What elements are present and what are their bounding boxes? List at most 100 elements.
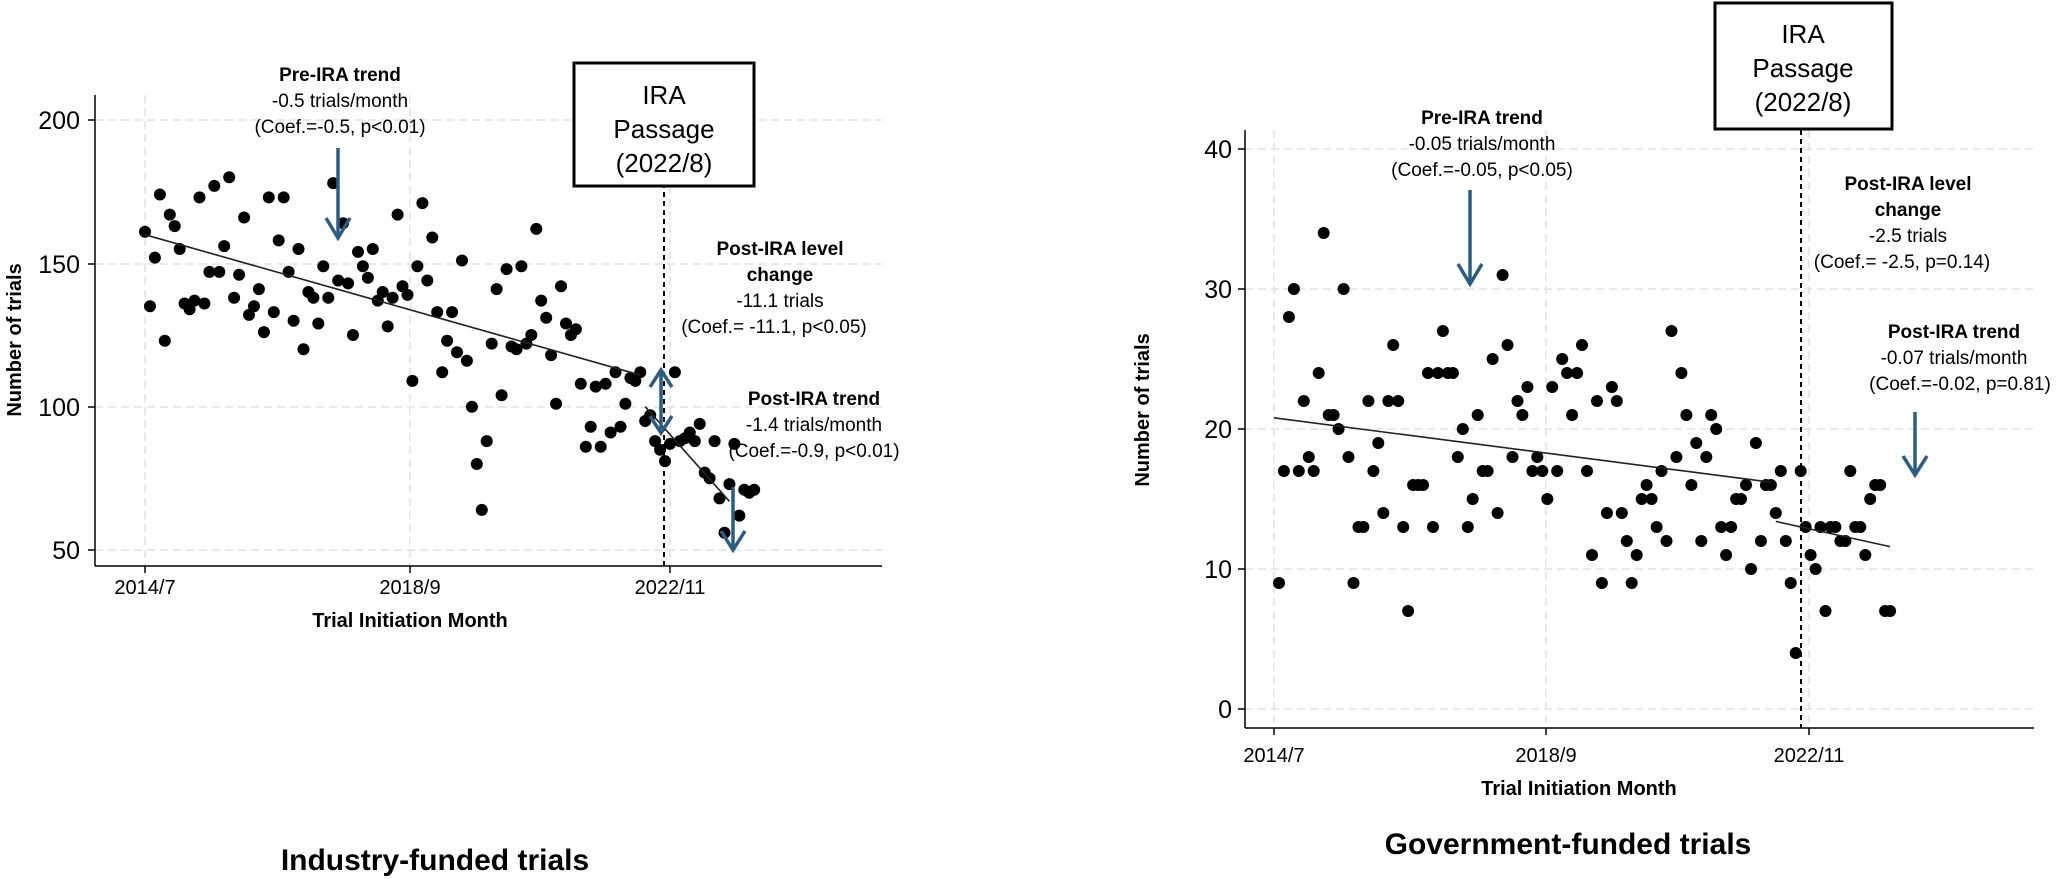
government-data-point — [1297, 395, 1310, 407]
industry-data-point — [545, 349, 558, 362]
government-data-point — [1774, 465, 1787, 477]
industry-data-point — [297, 343, 310, 356]
government-data-point — [1282, 311, 1295, 323]
government-data-point — [1695, 535, 1708, 547]
government-data-point — [1635, 493, 1648, 505]
industry-data-point — [287, 314, 300, 327]
industry-x-ticks: 2014/7 2018/9 2022/11 — [114, 566, 705, 599]
industry-ytick-label: 200 — [38, 107, 80, 135]
government-data-point — [1749, 437, 1762, 449]
government-chart: 40 30 20 10 0 2014/7 2018/9 2022/11 Tria… — [1132, 1, 2051, 861]
industry-data-point — [272, 234, 285, 247]
government-chart-caption: Government-funded trials — [1385, 828, 1752, 861]
government-pre-trend-rate: -0.05 trials/month — [1409, 134, 1556, 155]
industry-data-point — [451, 346, 463, 359]
industry-data-point — [292, 243, 305, 255]
industry-post-trend-line — [644, 406, 730, 502]
industry-data-point — [748, 483, 761, 496]
industry-data-point — [257, 326, 270, 339]
government-data-point — [1705, 409, 1718, 421]
government-data-point — [1670, 451, 1683, 463]
government-data-point — [1720, 549, 1733, 561]
industry-data-point — [470, 458, 483, 470]
industry-level-change-title: Post-IRA level — [716, 239, 843, 260]
industry-data-point — [560, 317, 572, 330]
industry-data-point — [262, 191, 275, 204]
industry-data-point — [228, 291, 241, 304]
government-level-change-amount: -2.5 trials — [1869, 226, 1947, 247]
government-xtick-label: 2018/9 — [1515, 745, 1576, 767]
government-data-point — [1700, 451, 1713, 463]
industry-data-point — [317, 260, 330, 273]
government-data-point — [1506, 451, 1519, 463]
industry-data-point — [406, 374, 419, 387]
government-data-point — [1546, 381, 1559, 393]
industry-pre-trend-title: Pre-IRA trend — [279, 65, 401, 86]
industry-data-point — [480, 435, 493, 448]
government-xtick-label: 2022/11 — [1774, 745, 1845, 767]
government-data-point — [1302, 451, 1315, 463]
government-x-ticks: 2014/7 2018/9 2022/11 — [1243, 728, 1844, 767]
government-data-point — [1342, 451, 1355, 463]
industry-pre-trend-line — [144, 233, 641, 376]
industry-data-point — [604, 426, 617, 439]
industry-data-point — [188, 294, 201, 307]
industry-data-point — [218, 240, 231, 253]
government-data-point — [1605, 381, 1618, 393]
industry-xtick-label: 2014/7 — [114, 577, 175, 599]
industry-post-trend-coef: (Coef.=-0.9, p<0.01) — [728, 441, 899, 462]
government-data-point — [1382, 395, 1395, 407]
government-data-point — [1854, 521, 1867, 533]
industry-x-axis-title: Trial Initiation Month — [312, 610, 508, 632]
industry-y-axis-title: Number of trials — [4, 263, 26, 416]
industry-data-point — [728, 437, 741, 450]
government-data-point — [1486, 353, 1499, 365]
industry-xtick-label: 2018/9 — [379, 577, 440, 599]
industry-data-point — [416, 197, 429, 210]
government-data-point — [1277, 465, 1290, 477]
government-data-point — [1819, 605, 1832, 617]
industry-data-point — [634, 366, 647, 379]
industry-data-point — [366, 243, 379, 255]
government-data-point — [1859, 549, 1872, 561]
government-data-point — [1501, 339, 1514, 351]
industry-pre-trend-coef: (Coef.=-0.5, p<0.01) — [254, 117, 425, 138]
government-data-point — [1844, 465, 1857, 477]
government-data-point — [1397, 521, 1410, 533]
government-ytick-label: 30 — [1204, 276, 1232, 304]
industry-ira-box-line2: Passage — [613, 114, 714, 144]
government-pre-trend-coef: (Coef.=-0.05, p<0.05) — [1391, 160, 1573, 181]
government-data-point — [1645, 493, 1658, 505]
government-data-point — [1864, 493, 1877, 505]
government-data-point — [1357, 521, 1370, 533]
industry-level-change-amount: -11.1 trials — [736, 291, 823, 312]
industry-data-point — [277, 191, 290, 204]
industry-data-point — [668, 366, 681, 379]
government-data-point — [1725, 521, 1738, 533]
government-data-point — [1715, 521, 1728, 533]
government-data-point — [1446, 367, 1459, 379]
industry-data-point — [525, 329, 538, 341]
government-data-point — [1461, 521, 1474, 533]
industry-data-point — [475, 503, 488, 516]
government-data-point — [1794, 465, 1807, 477]
government-data-point — [1332, 423, 1345, 435]
industry-data-point — [490, 283, 503, 296]
government-data-point — [1625, 577, 1638, 589]
industry-data-point — [579, 440, 592, 453]
industry-data-point — [356, 260, 369, 273]
government-data-point — [1427, 521, 1439, 533]
government-ytick-label: 0 — [1218, 696, 1232, 724]
industry-data-point — [495, 389, 508, 402]
government-data-point — [1874, 479, 1887, 491]
government-pre-trend-line — [1273, 417, 1772, 483]
government-data-point — [1571, 367, 1584, 379]
industry-data-point — [485, 337, 498, 350]
government-data-point — [1576, 339, 1588, 351]
government-data-point — [1675, 367, 1688, 379]
industry-data-point — [510, 343, 523, 356]
industry-data-point — [307, 291, 320, 304]
government-data-point — [1650, 521, 1663, 533]
government-data-point — [1496, 269, 1509, 281]
industry-data-point — [535, 294, 548, 307]
